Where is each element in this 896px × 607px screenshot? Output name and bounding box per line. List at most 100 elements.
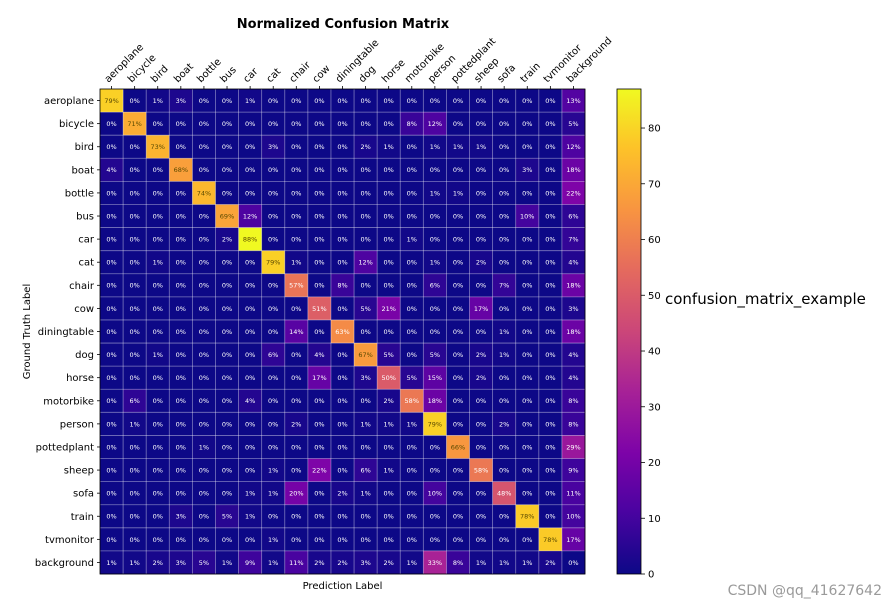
heatmap-cell-aeroplane-person	[423, 89, 447, 113]
cell-value-label: 1%	[245, 97, 255, 105]
cell-value-label: 0%	[153, 305, 163, 313]
heatmap-cell-background-background	[561, 550, 586, 575]
cell-value-label: 0%	[176, 420, 186, 428]
heatmap-cell-cat-bird	[146, 250, 170, 275]
heatmap-cell-bird-bicycle	[123, 135, 147, 159]
cell-value-label: 0%	[314, 420, 324, 428]
cell-value-label: 0%	[314, 212, 324, 220]
heatmap-cell-dog-horse	[377, 343, 401, 367]
cell-value-label: 0%	[430, 328, 440, 336]
heatmap-cell-bus-background	[561, 204, 586, 228]
cell-value-label: 0%	[522, 536, 532, 544]
y-tick-label-horse: horse	[66, 373, 94, 384]
cell-value-label: 1%	[245, 490, 255, 498]
heatmap-cell-train-sofa	[492, 504, 517, 529]
cell-value-label: 0%	[360, 536, 370, 544]
heatmap-cell-train-bus	[215, 504, 239, 529]
cell-value-label: 29%	[566, 443, 580, 451]
cell-value-label: 0%	[314, 328, 324, 336]
cell-value-label: 0%	[222, 259, 232, 267]
cell-value-label: 0%	[545, 189, 555, 197]
cell-value-label: 3%	[522, 166, 532, 174]
heatmap-cell-background-bicycle	[123, 550, 147, 575]
heatmap-cell-bus-sheep	[469, 204, 493, 228]
heatmap-cell-diningtable-cow	[307, 319, 332, 344]
cell-value-label: 0%	[129, 536, 139, 544]
heatmap-cell-motorbike-cow	[307, 389, 332, 413]
cell-value-label: 0%	[199, 236, 209, 244]
heatmap-cell-sofa-tvmonitor	[538, 481, 563, 506]
heatmap-cell-background-car	[238, 550, 262, 575]
heatmap-cell-diningtable-boat	[169, 319, 193, 344]
heatmap-cell-bird-person	[423, 135, 447, 159]
heatmap-cell-horse-cat	[261, 366, 286, 390]
heatmap-cell-aeroplane-train	[515, 89, 540, 113]
cell-value-label: 0%	[453, 259, 463, 267]
heatmap-cell-diningtable-person	[423, 319, 447, 344]
cell-value-label: 0%	[176, 374, 186, 382]
cell-value-label: 3%	[360, 374, 370, 382]
cell-value-label: 0%	[407, 490, 417, 498]
heatmap-cell-background-tvmonitor	[538, 550, 563, 575]
heatmap-cell-diningtable-background	[561, 319, 586, 344]
cell-value-label: 2%	[337, 559, 347, 567]
heatmap-cell-horse-bicycle	[123, 366, 147, 390]
heatmap-cell-bicycle-dog	[354, 112, 378, 136]
heatmap-cell-bottle-cat	[261, 181, 286, 205]
cell-value-label: 0%	[129, 212, 139, 220]
cell-value-label: 88%	[243, 236, 257, 244]
cell-value-label: 0%	[453, 420, 463, 428]
cell-value-label: 0%	[476, 490, 486, 498]
cell-value-label: 0%	[222, 351, 232, 359]
cell-value-label: 0%	[176, 466, 186, 474]
heatmap-cell-dog-motorbike	[400, 343, 424, 367]
cell-value-label: 0%	[453, 536, 463, 544]
heatmap-cell-bicycle-car	[238, 112, 262, 136]
cell-value-label: 0%	[545, 166, 555, 174]
cell-value-label: 0%	[499, 236, 509, 244]
heatmap-cell-bottle-aeroplane	[100, 181, 124, 205]
heatmap-cell-motorbike-motorbike	[400, 389, 424, 413]
heatmap-cell-diningtable-car	[238, 319, 262, 344]
heatmap-cell-cat-horse	[377, 250, 401, 275]
cell-value-label: 3%	[268, 143, 278, 151]
heatmap-cell-sheep-diningtable	[330, 458, 355, 482]
heatmap-cell-chair-bird	[146, 273, 170, 298]
heatmap-cell-cat-sofa	[492, 250, 517, 275]
heatmap-cell-car-cow	[307, 227, 332, 251]
cell-value-label: 7%	[499, 282, 509, 290]
heatmap-cell-chair-aeroplane	[100, 273, 124, 298]
heatmap-cell-bird-dog	[354, 135, 378, 159]
cell-value-label: 0%	[222, 490, 232, 498]
heatmap-cell-aeroplane-sheep	[469, 89, 493, 113]
cell-value-label: 78%	[520, 513, 534, 521]
cell-value-label: 0%	[476, 97, 486, 105]
heatmap-cell-dog-sofa	[492, 343, 517, 367]
colorbar-tick-label: 0	[648, 570, 654, 581]
cell-value-label: 0%	[384, 189, 394, 197]
heatmap-cell-car-tvmonitor	[538, 227, 563, 251]
heatmap-cell-train-bicycle	[123, 504, 147, 529]
heatmap-cell-car-train	[515, 227, 540, 251]
heatmap-cell-boat-boat	[169, 158, 193, 182]
cell-value-label: 0%	[360, 397, 370, 405]
cell-value-label: 0%	[522, 189, 532, 197]
heatmap-cell-boat-dog	[354, 158, 378, 182]
heatmap-cell-background-train	[515, 550, 540, 575]
cell-value-label: 10%	[428, 490, 442, 498]
y-tick-label-train: train	[71, 512, 94, 523]
heatmap-cell-motorbike-train	[515, 389, 540, 413]
chart-title: Normalized Confusion Matrix	[237, 17, 450, 32]
cell-value-label: 0%	[268, 305, 278, 313]
heatmap-cell-sheep-tvmonitor	[538, 458, 563, 482]
cell-value-label: 0%	[522, 143, 532, 151]
cell-value-label: 0%	[222, 166, 232, 174]
cell-value-label: 0%	[476, 236, 486, 244]
cell-value-label: 0%	[291, 466, 301, 474]
cell-value-label: 11%	[566, 490, 580, 498]
cell-value-label: 0%	[291, 189, 301, 197]
cell-value-label: 0%	[199, 143, 209, 151]
cell-value-label: 0%	[430, 97, 440, 105]
cell-value-label: 0%	[476, 513, 486, 521]
cell-value-label: 0%	[245, 166, 255, 174]
